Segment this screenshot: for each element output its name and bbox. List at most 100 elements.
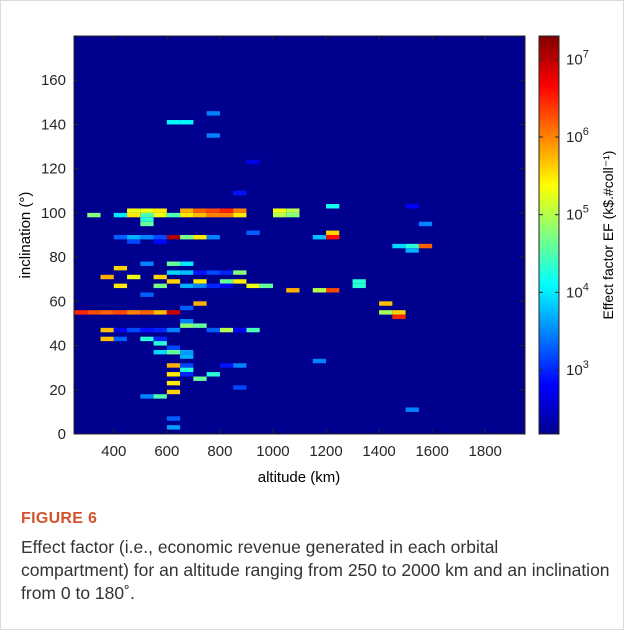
heatmap-cell <box>166 270 181 275</box>
heatmap-cells <box>74 111 433 430</box>
heatmap-cell <box>219 279 234 284</box>
heatmap-cell <box>113 327 128 333</box>
colorbar-ticks: 103 104 105 106 107 <box>539 48 589 379</box>
heatmap-cell <box>246 327 260 333</box>
heatmap-cell <box>379 301 393 306</box>
heatmap-cell <box>180 235 194 240</box>
heatmap-cell <box>127 310 141 315</box>
heatmap-cell <box>127 208 141 213</box>
y-tick-label: 40 <box>49 338 66 355</box>
heatmap-cell <box>233 385 247 390</box>
heatmap-cell <box>326 230 340 235</box>
heatmap-cell <box>166 279 181 284</box>
heatmap-cell <box>180 208 194 213</box>
x-tick-label: 1800 <box>469 443 502 460</box>
colorbar-tick-label: 105 <box>566 204 589 224</box>
heatmap-cell <box>153 274 167 280</box>
x-tick-label: 1000 <box>256 443 289 460</box>
heatmap-cell <box>74 310 88 315</box>
heatmap-cell <box>286 212 300 218</box>
heatmap-cell <box>166 416 181 421</box>
heatmap-cell <box>166 212 181 218</box>
colorbar-title: Effect factor EF (k$.#coll⁻¹) <box>600 151 616 320</box>
heatmap-cell <box>166 327 181 333</box>
heatmap-cell <box>405 243 419 249</box>
heatmap-cell <box>127 274 141 280</box>
heatmap-cell <box>392 243 406 249</box>
heatmap-cell <box>180 372 194 377</box>
heatmap-cell <box>379 310 393 315</box>
heatmap-cell <box>153 394 167 399</box>
colorbar-tick-label: 106 <box>566 126 589 146</box>
heatmap-cell <box>166 235 181 240</box>
heatmap-cell <box>140 327 154 333</box>
figure-label: FIGURE 6 <box>21 510 98 527</box>
colorbar-tick-label: 107 <box>566 48 589 68</box>
heatmap-cell <box>127 327 141 333</box>
x-tick-label: 800 <box>207 443 232 460</box>
figure-caption: Effect factor (i.e., economic revenue ge… <box>21 537 610 603</box>
colorbar-tick-label: 104 <box>566 281 589 301</box>
heatmap-cell <box>153 208 167 213</box>
heatmap-cell <box>326 288 340 293</box>
heatmap-cell <box>127 235 141 240</box>
heatmap-cell <box>206 283 220 289</box>
heatmap-cell <box>286 208 300 213</box>
heatmap-cell <box>219 270 234 275</box>
heatmap-cell <box>206 235 220 240</box>
heatmap-cell <box>418 221 433 227</box>
y-tick-label: 120 <box>41 161 66 178</box>
heatmap-cell <box>206 372 220 377</box>
heatmap-cell <box>180 120 194 125</box>
y-axis-title: inclination (°) <box>17 192 34 279</box>
heatmap-cell <box>153 327 167 333</box>
heatmap-cell <box>233 190 247 196</box>
heatmap-cell <box>140 394 154 399</box>
heatmap-cell <box>272 208 287 213</box>
heatmap-cell <box>113 265 128 271</box>
y-tick-label: 60 <box>49 293 66 310</box>
y-tick-label: 20 <box>49 382 66 399</box>
heatmap-cell <box>233 212 247 218</box>
heatmap-cell <box>180 354 194 359</box>
heatmap-cell <box>153 341 167 346</box>
x-tick-label: 1600 <box>415 443 448 460</box>
y-tick-label: 100 <box>41 205 66 222</box>
heatmap-cell <box>180 212 194 218</box>
heatmap-cell <box>326 235 340 240</box>
heatmap-cell <box>180 367 194 373</box>
heatmap-cell <box>127 239 141 244</box>
x-axis-title: altitude (km) <box>258 469 341 486</box>
heatmap-cell <box>180 349 194 355</box>
heatmap-cell <box>180 319 194 324</box>
colorbar-tick-label: 103 <box>566 359 589 379</box>
heatmap-cell <box>180 323 194 328</box>
heatmap-cell <box>140 212 154 218</box>
heatmap-cell <box>180 363 194 368</box>
heatmap-cell <box>87 212 101 218</box>
heatmap-cell <box>180 283 194 289</box>
y-tick-label: 160 <box>41 72 66 89</box>
x-axis-ticks: 400 600 800 1000 1200 1400 1600 1800 <box>101 36 502 460</box>
heatmap-cell <box>166 345 181 350</box>
heatmap-cell <box>326 204 340 209</box>
heatmap-cell <box>100 336 114 342</box>
y-tick-label: 80 <box>49 249 66 266</box>
heatmap-cell <box>233 270 247 275</box>
heatmap-cell <box>166 380 181 386</box>
heatmap-cell <box>153 212 167 218</box>
heatmap-cell <box>166 120 181 125</box>
heatmap-cell <box>206 212 220 218</box>
heatmap-cell <box>180 270 194 275</box>
heatmap-cell <box>100 310 114 315</box>
heatmap-cell <box>259 283 273 289</box>
heatmap-cell <box>180 305 194 311</box>
x-tick-label: 400 <box>101 443 126 460</box>
heatmap-cell <box>193 323 207 328</box>
heatmap-cell <box>233 279 247 284</box>
heatmap-cell <box>153 336 167 342</box>
heatmap-cell <box>153 349 167 355</box>
heatmap-cell <box>246 230 260 235</box>
heatmap-cell <box>193 208 207 213</box>
